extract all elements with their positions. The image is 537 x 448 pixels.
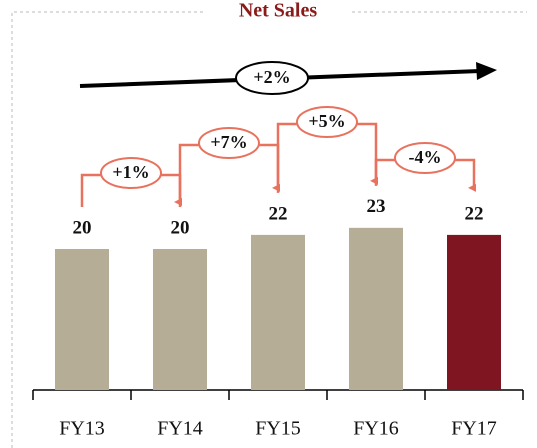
- bar: [251, 234, 305, 390]
- growth-label: -4%: [409, 147, 442, 167]
- value-label: 22: [269, 203, 288, 224]
- value-label: 23: [367, 196, 386, 217]
- trend-badge: [235, 61, 309, 95]
- x-tick-label: FY13: [59, 418, 105, 440]
- growth-label: +5%: [308, 111, 345, 131]
- x-tick-label: FY17: [451, 418, 497, 440]
- chart-title: Net Sales: [239, 0, 318, 22]
- bar: [447, 234, 501, 390]
- x-tick-label: FY16: [353, 418, 399, 440]
- trend-label: +2%: [253, 67, 290, 87]
- growth-badge: [198, 127, 260, 159]
- frame: [11, 11, 527, 448]
- growth-badge: [100, 157, 162, 189]
- x-tick-label: FY15: [255, 418, 301, 440]
- bar: [153, 249, 207, 390]
- x-tick-label: FY14: [157, 418, 203, 440]
- bar: [349, 227, 403, 390]
- value-label: 20: [171, 217, 190, 238]
- growth-label: +1%: [112, 162, 149, 182]
- value-label: 22: [465, 203, 484, 224]
- growth-label: +7%: [210, 132, 247, 152]
- value-label: 20: [73, 217, 92, 238]
- bar: [55, 249, 109, 390]
- growth-badge: [394, 142, 456, 174]
- growth-badge: [296, 106, 358, 138]
- trend-arrowhead: [476, 62, 497, 80]
